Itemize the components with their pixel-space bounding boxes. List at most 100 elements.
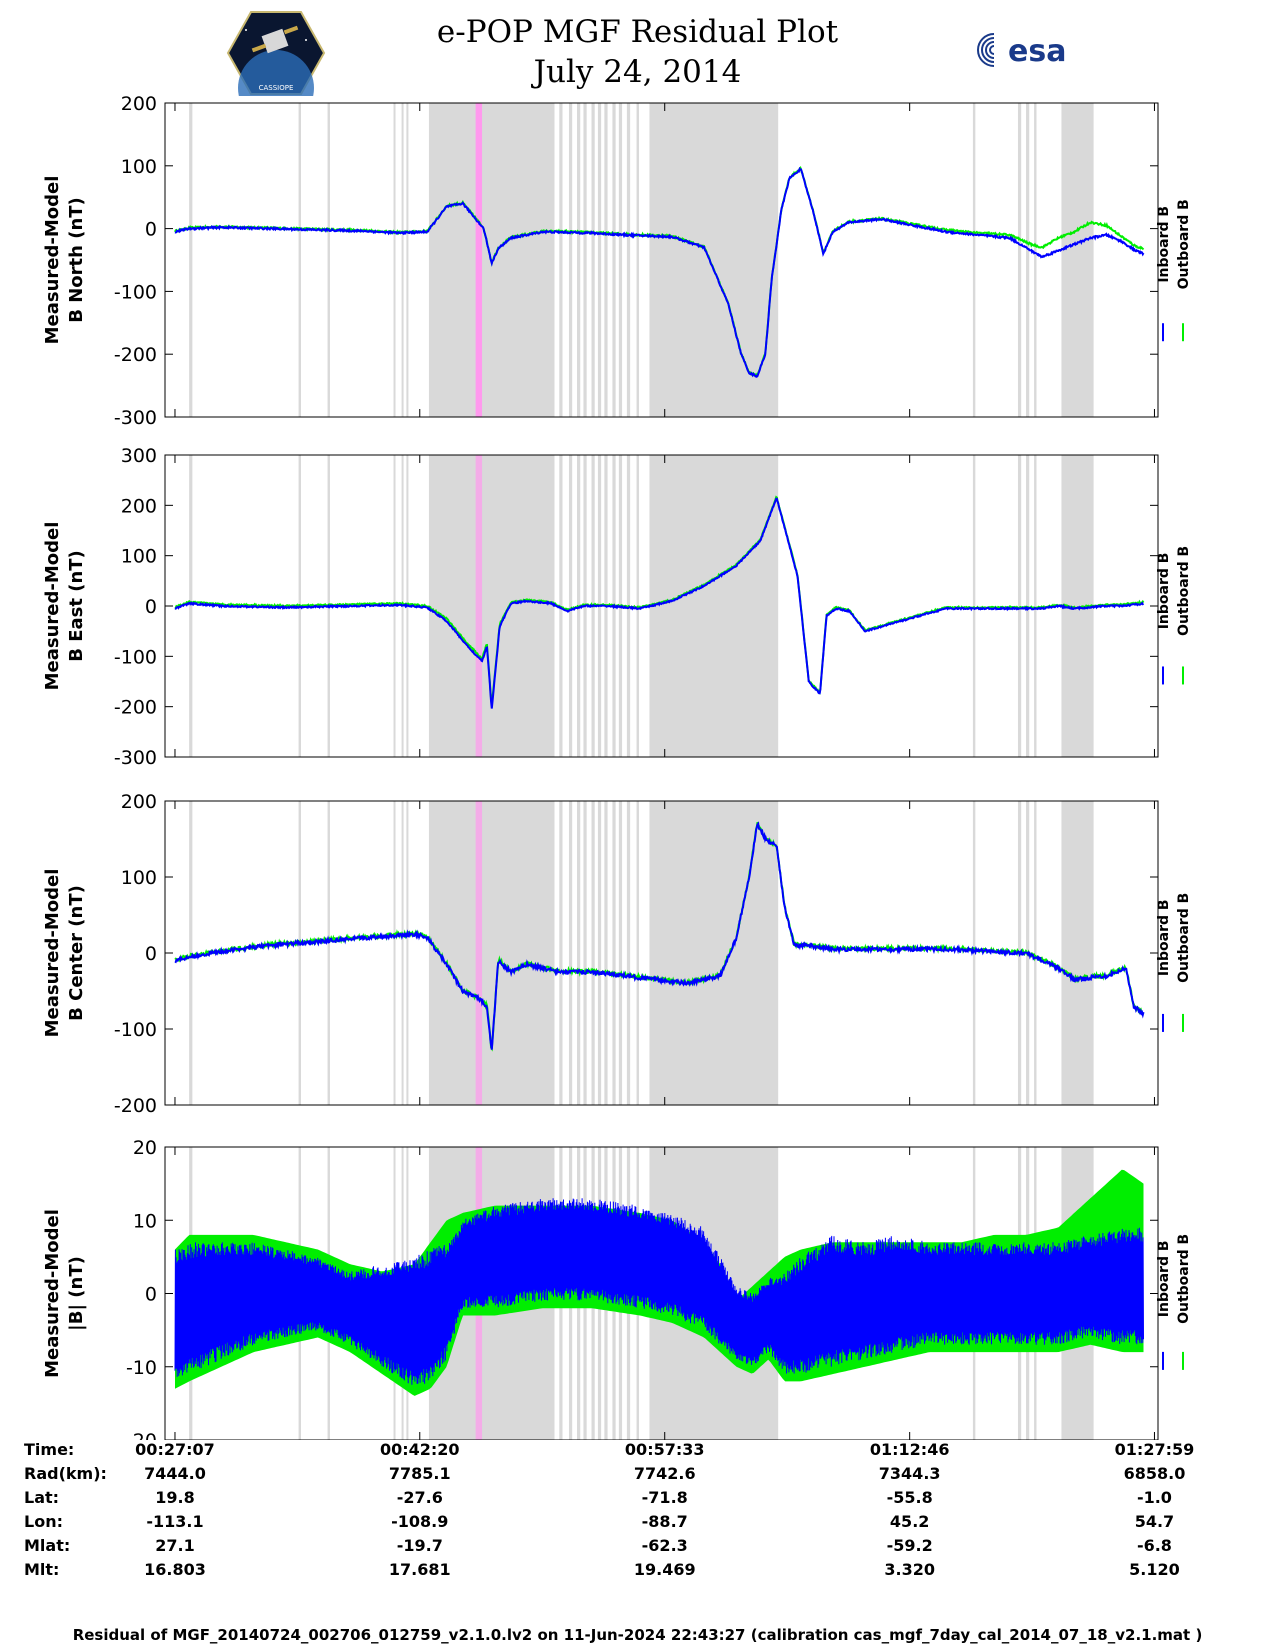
- y-tick-label: -200: [114, 697, 157, 719]
- info-cell: 00:27:07: [135, 1440, 215, 1459]
- pink-band: [475, 455, 483, 757]
- info-cell: 16.803: [144, 1560, 206, 1579]
- y-axis-label: |B| (nT): [66, 1256, 87, 1331]
- esa-logo-text: esa: [1008, 34, 1066, 69]
- info-cell: 19.469: [634, 1560, 696, 1579]
- panel-2: -300 -200 -100 0 100 200 300 Measured-Model B Ea…: [42, 445, 1192, 769]
- gray-band: [597, 103, 602, 417]
- info-row-label: Time:: [24, 1440, 74, 1459]
- gray-band: [604, 103, 608, 417]
- gray-band: [406, 801, 409, 1105]
- gray-band: [604, 801, 608, 1105]
- info-cell: 01:27:59: [1115, 1440, 1195, 1459]
- info-row-label: Mlat:: [24, 1536, 70, 1555]
- gray-band: [428, 801, 555, 1105]
- info-cell: 7785.1: [389, 1464, 451, 1483]
- info-cell: 17.681: [389, 1560, 451, 1579]
- info-cell: -108.9: [391, 1512, 448, 1531]
- series-inboard: [174, 1198, 1144, 1385]
- y-axis-label: Measured-Model: [42, 1209, 63, 1378]
- gray-band: [189, 455, 193, 757]
- info-row-label: Lon:: [24, 1512, 63, 1531]
- gray-band: [568, 103, 573, 417]
- y-tick-label: 100: [121, 546, 157, 568]
- y-axis-label: Measured-Model: [42, 522, 63, 691]
- gray-band: [612, 801, 616, 1105]
- y-tick-label: 100: [121, 867, 157, 889]
- series-inboard: [174, 821, 1145, 1050]
- y-tick-label: 200: [121, 495, 157, 517]
- gray-band: [559, 103, 563, 417]
- footer-caption: Residual of MGF_20140724_002706_012759_v…: [72, 1626, 1203, 1644]
- y-tick-label: 20: [133, 1137, 157, 1159]
- info-cell: 00:42:20: [380, 1440, 460, 1459]
- info-cell: -113.1: [146, 1512, 203, 1531]
- y-tick-label: 200: [121, 791, 157, 813]
- gray-band: [428, 455, 555, 757]
- legend-outboard-label: Outboard B: [1176, 893, 1192, 983]
- gray-band: [626, 103, 631, 417]
- gray-band: [401, 103, 404, 417]
- gray-band: [327, 801, 330, 1105]
- info-cell: 54.7: [1135, 1512, 1174, 1531]
- gray-band: [406, 103, 409, 417]
- info-row-label: Lat:: [24, 1488, 59, 1507]
- y-tick-label: 0: [145, 1284, 157, 1306]
- gray-band: [583, 801, 587, 1105]
- legend-outboard-label: Outboard B: [1176, 546, 1192, 636]
- plot-date: July 24, 2014: [533, 54, 742, 90]
- info-cell: 3.320: [884, 1560, 935, 1579]
- y-tick-label: 10: [133, 1210, 157, 1232]
- gray-band: [189, 103, 193, 417]
- gray-band: [618, 801, 623, 1105]
- gray-band: [1034, 103, 1037, 417]
- gray-band: [1034, 801, 1037, 1105]
- pink-band: [475, 801, 483, 1105]
- info-cell: -71.8: [642, 1488, 688, 1507]
- info-row-label: Mlt:: [24, 1560, 59, 1579]
- gray-band: [531, 103, 536, 417]
- gray-band: [327, 103, 330, 417]
- gray-band: [1017, 103, 1022, 417]
- y-tick-label: -100: [114, 281, 157, 303]
- info-cell: 6858.0: [1124, 1464, 1186, 1483]
- esa-logo-icon: esa: [977, 33, 1066, 69]
- y-axis-label: Measured-Model: [42, 869, 63, 1038]
- gray-band: [972, 455, 976, 757]
- series-inboard: [174, 497, 1144, 709]
- info-cell: 7742.6: [634, 1464, 696, 1483]
- info-cell: -19.7: [397, 1536, 443, 1555]
- gray-band: [393, 801, 396, 1105]
- info-cell: 45.2: [890, 1512, 929, 1531]
- plot-title: e-POP MGF Residual Plot: [436, 14, 839, 50]
- gray-band: [1017, 455, 1022, 757]
- info-cell: 7344.3: [879, 1464, 941, 1483]
- series-inboard: [174, 166, 1145, 379]
- panel-3: -200 -100 0 100 200 Measured-Model B Center (n…: [42, 791, 1192, 1117]
- gray-band: [636, 801, 639, 1105]
- gray-band: [612, 103, 616, 417]
- gray-band: [649, 455, 779, 757]
- info-cell: -27.6: [397, 1488, 443, 1507]
- gray-band: [1034, 455, 1037, 757]
- gray-band: [591, 801, 595, 1105]
- gray-band: [591, 103, 595, 417]
- gray-band: [531, 455, 536, 757]
- gray-band: [577, 103, 581, 417]
- info-cell: -88.7: [642, 1512, 688, 1531]
- logo-cassiope-text: CASSIOPE: [259, 84, 294, 92]
- info-cell: 7444.0: [144, 1464, 206, 1483]
- gray-band: [649, 103, 779, 417]
- gray-band: [298, 801, 301, 1105]
- y-tick-label: -300: [114, 407, 157, 429]
- y-tick-label: -100: [114, 1019, 157, 1041]
- gray-band: [1061, 801, 1094, 1105]
- y-tick-label: 0: [145, 219, 157, 241]
- legend-inboard-label: Inboard B: [1156, 553, 1172, 630]
- y-tick-label: 300: [121, 445, 157, 467]
- y-tick-label: -200: [114, 344, 157, 366]
- gray-band: [568, 801, 573, 1105]
- gray-band: [626, 801, 631, 1105]
- info-cell: -1.0: [1137, 1488, 1172, 1507]
